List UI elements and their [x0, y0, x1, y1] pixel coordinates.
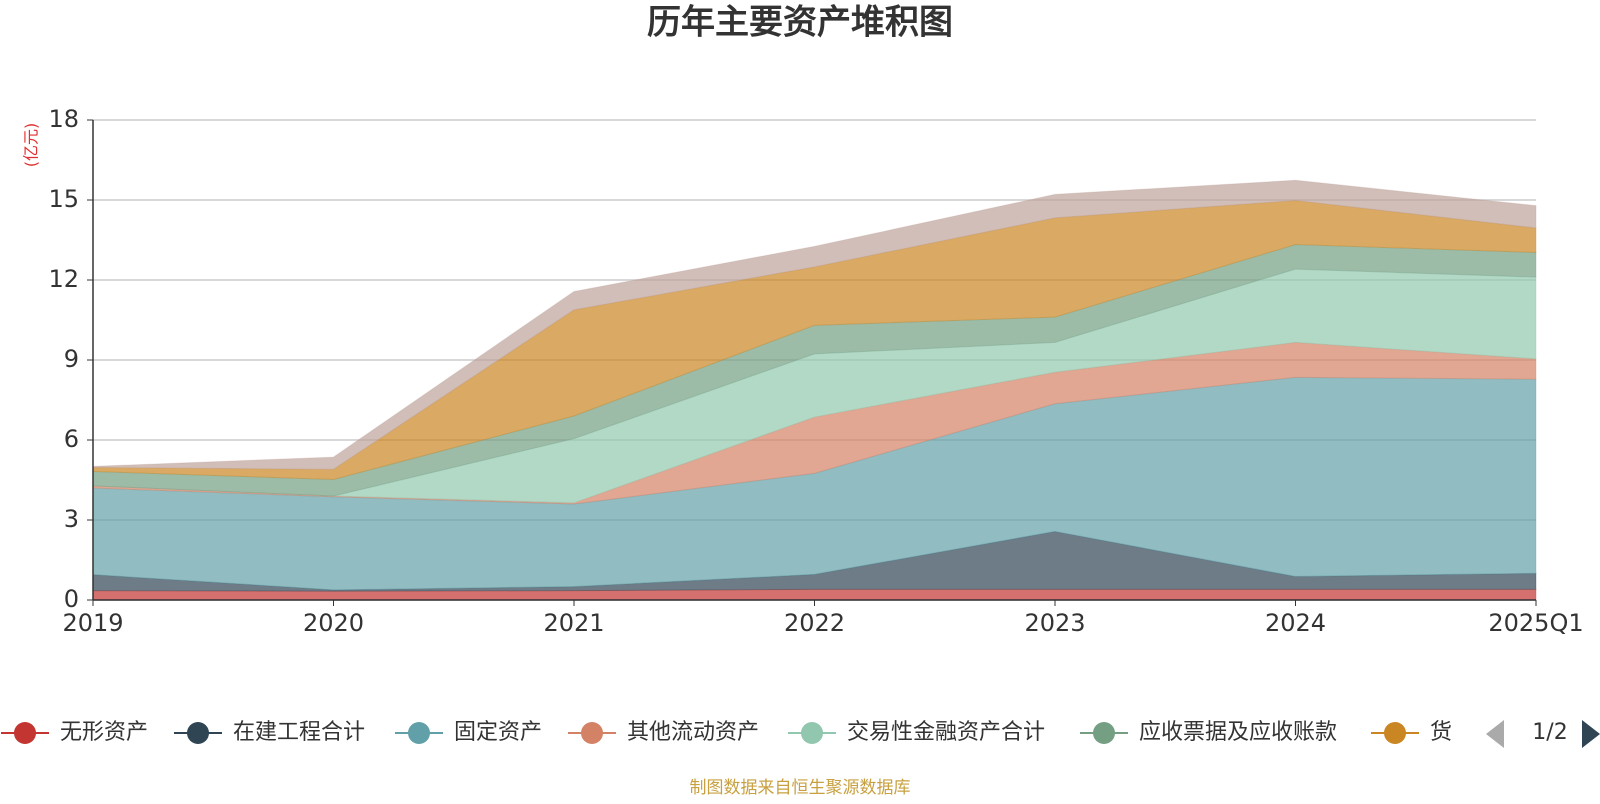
x-tick-label: 2019 — [62, 609, 123, 637]
y-tick-label: 6 — [64, 425, 79, 453]
x-tick-label: 2024 — [1265, 609, 1326, 637]
legend-marker — [408, 722, 430, 744]
y-tick-label: 15 — [48, 185, 79, 213]
y-tick-label: 18 — [48, 105, 79, 133]
legend-label: 固定资产 — [454, 720, 542, 745]
area — [92, 530, 1537, 592]
area — [92, 268, 1537, 504]
x-tick-label: 2021 — [543, 609, 604, 637]
x-tick-label: 2025Q1 — [1488, 609, 1583, 637]
y-tick-label: 3 — [64, 505, 79, 533]
legend-label: 在建工程合计 — [233, 720, 365, 745]
legend-prev[interactable] — [1486, 720, 1504, 748]
x-tick-label: 2023 — [1024, 609, 1085, 637]
legend-page: 1/2 — [1532, 720, 1567, 745]
chart-title: 历年主要资产堆积图 — [647, 3, 953, 43]
legend-next[interactable] — [1582, 720, 1600, 748]
y-tick-label: 0 — [64, 585, 79, 613]
legend-marker — [801, 722, 823, 744]
legend-label: 其他流动资产 — [627, 720, 759, 745]
legend-label: 无形资产 — [60, 720, 148, 745]
legend-marker — [581, 722, 603, 744]
x-tick-label: 2020 — [303, 609, 364, 637]
legend-marker — [14, 722, 36, 744]
legend-marker — [1093, 722, 1115, 744]
legend-marker — [1384, 722, 1406, 744]
legend-label: 货 — [1430, 720, 1452, 745]
legend-label: 应收票据及应收账款 — [1139, 720, 1337, 745]
area — [92, 200, 1537, 480]
source-note: 制图数据来自恒生聚源数据库 — [690, 778, 911, 798]
y-tick-label: 9 — [64, 345, 79, 373]
x-tick-label: 2022 — [784, 609, 845, 637]
legend-label: 交易性金融资产合计 — [847, 720, 1045, 745]
legend-marker — [187, 722, 209, 744]
area — [92, 179, 1537, 470]
y-tick-label: 12 — [48, 265, 79, 293]
y-axis-label: (亿元) — [22, 123, 41, 168]
